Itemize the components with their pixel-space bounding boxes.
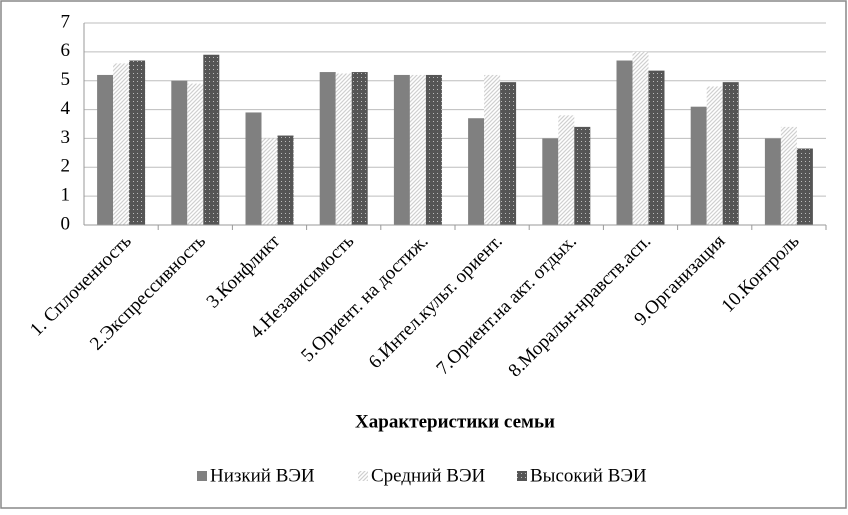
bar [113, 63, 130, 226]
bar [558, 115, 575, 225]
legend-label: Высокий ВЭИ [530, 465, 647, 486]
bar [500, 82, 517, 226]
y-tick-label: 4 [61, 98, 71, 119]
bar [632, 51, 649, 225]
bar [764, 138, 781, 225]
legend-swatch [197, 471, 207, 481]
bar [542, 138, 559, 225]
bar [409, 74, 426, 225]
y-tick-label: 7 [61, 11, 71, 32]
y-tick-label: 2 [61, 156, 71, 177]
bar [425, 74, 442, 225]
bar [484, 74, 501, 225]
bar [574, 126, 591, 225]
bar [319, 72, 336, 225]
bar [351, 72, 368, 225]
bar [97, 74, 114, 225]
y-tick-label: 3 [61, 127, 71, 148]
bar [203, 54, 220, 225]
y-tick-label: 0 [61, 213, 71, 234]
bar [335, 73, 352, 225]
bar [648, 70, 665, 225]
bar [187, 83, 204, 225]
bar [171, 80, 188, 225]
x-axis-title: Характеристики семьи [355, 411, 555, 432]
bar [690, 106, 707, 225]
bar [616, 60, 633, 226]
y-tick-label: 6 [61, 40, 71, 61]
bar [393, 74, 410, 225]
legend-label: Средний ВЭИ [371, 465, 485, 486]
legend-swatch [517, 471, 527, 481]
bar [796, 148, 813, 225]
y-tick-label: 1 [61, 185, 71, 206]
bar [780, 126, 797, 225]
legend-swatch [358, 471, 368, 481]
bar [706, 86, 723, 225]
bar [468, 118, 485, 225]
bar [129, 60, 146, 226]
bar [277, 135, 294, 225]
bar [261, 138, 278, 225]
bar [245, 112, 262, 225]
y-tick-label: 5 [61, 69, 71, 90]
bar [722, 82, 739, 226]
legend-label: Низкий ВЭИ [210, 465, 315, 486]
